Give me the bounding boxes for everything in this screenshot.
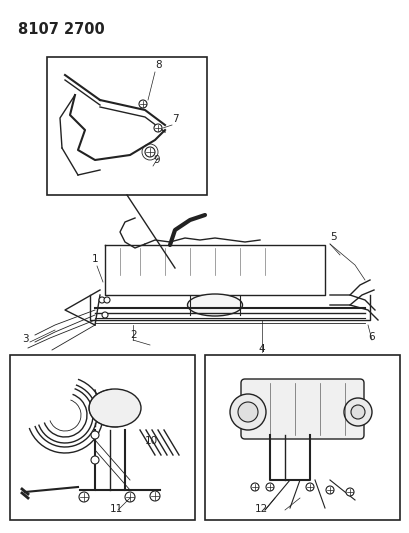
Ellipse shape — [89, 389, 141, 427]
Text: 4: 4 — [257, 344, 264, 354]
Circle shape — [237, 402, 257, 422]
Circle shape — [104, 297, 110, 303]
Text: 12: 12 — [254, 504, 267, 514]
Circle shape — [99, 297, 105, 303]
Ellipse shape — [187, 294, 242, 316]
Circle shape — [145, 147, 155, 157]
Text: 6: 6 — [367, 332, 374, 342]
Text: 8107 2700: 8107 2700 — [18, 22, 104, 37]
Circle shape — [102, 312, 108, 318]
Circle shape — [139, 100, 147, 108]
Bar — [204, 355, 399, 520]
Circle shape — [154, 124, 162, 132]
Text: 8: 8 — [155, 60, 161, 70]
Circle shape — [343, 398, 371, 426]
Circle shape — [125, 492, 135, 502]
Bar — [47, 57, 207, 195]
Circle shape — [229, 394, 265, 430]
Circle shape — [345, 488, 353, 496]
Text: 7: 7 — [172, 114, 178, 124]
Text: 10: 10 — [145, 436, 158, 446]
FancyBboxPatch shape — [240, 379, 363, 439]
Circle shape — [91, 456, 99, 464]
Circle shape — [350, 405, 364, 419]
Text: 11: 11 — [110, 504, 123, 514]
Text: 5: 5 — [329, 232, 336, 242]
Text: 2: 2 — [130, 330, 136, 340]
Circle shape — [265, 483, 273, 491]
Circle shape — [305, 483, 313, 491]
Text: 3: 3 — [22, 334, 29, 344]
Circle shape — [150, 491, 160, 501]
Circle shape — [79, 492, 89, 502]
Text: 1: 1 — [92, 254, 99, 264]
Circle shape — [91, 431, 99, 439]
Circle shape — [325, 486, 333, 494]
Text: 9: 9 — [153, 155, 159, 165]
Circle shape — [250, 483, 258, 491]
Bar — [10, 355, 195, 520]
